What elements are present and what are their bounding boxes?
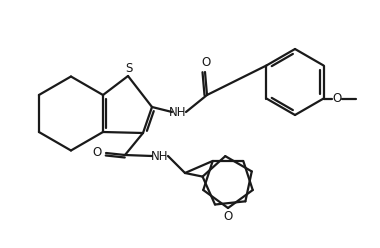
Text: O: O — [332, 92, 341, 105]
Text: NH: NH — [169, 105, 187, 119]
Text: O: O — [201, 56, 211, 68]
Text: O: O — [92, 147, 101, 159]
Text: NH: NH — [151, 150, 169, 162]
Text: S: S — [125, 62, 133, 75]
Text: O: O — [223, 210, 233, 222]
